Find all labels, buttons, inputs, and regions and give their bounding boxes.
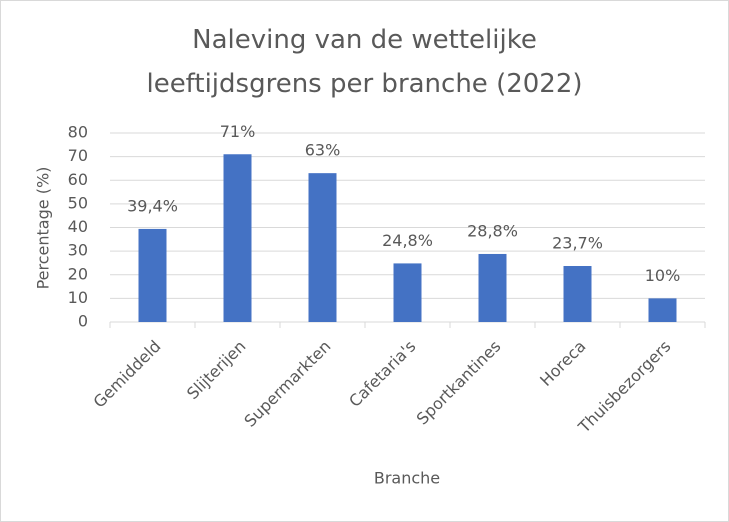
bar (138, 228, 167, 322)
y-tick-label: 30 (68, 241, 88, 260)
bar (648, 298, 677, 322)
value-label: 24,8% (382, 231, 433, 250)
y-tick-label: 70 (68, 146, 88, 165)
value-label: 39,4% (127, 196, 178, 215)
y-axis-label: Percentage (%) (34, 167, 53, 290)
bar (478, 253, 507, 322)
y-tick-label: 40 (68, 217, 88, 236)
value-label: 10% (645, 266, 681, 285)
y-tick-label: 50 (68, 193, 88, 212)
y-tick-label: 20 (68, 264, 88, 283)
bar (563, 266, 592, 322)
value-label: 71% (220, 122, 256, 141)
value-label: 63% (305, 141, 341, 160)
y-tick-label: 60 (68, 170, 88, 189)
y-tick-label: 10 (68, 288, 88, 307)
value-label: 28,8% (467, 221, 518, 240)
title-box: Naleving van de wettelijke leeftijdsgren… (0, 18, 729, 106)
bar (223, 154, 252, 322)
x-axis-label: Branche (374, 469, 440, 488)
chart-title: Naleving van de wettelijke leeftijdsgren… (146, 25, 583, 99)
bar (308, 173, 337, 322)
y-tick-label: 0 (78, 312, 88, 331)
bar (393, 263, 422, 322)
value-label: 23,7% (552, 234, 603, 253)
y-tick-label: 80 (68, 123, 88, 142)
